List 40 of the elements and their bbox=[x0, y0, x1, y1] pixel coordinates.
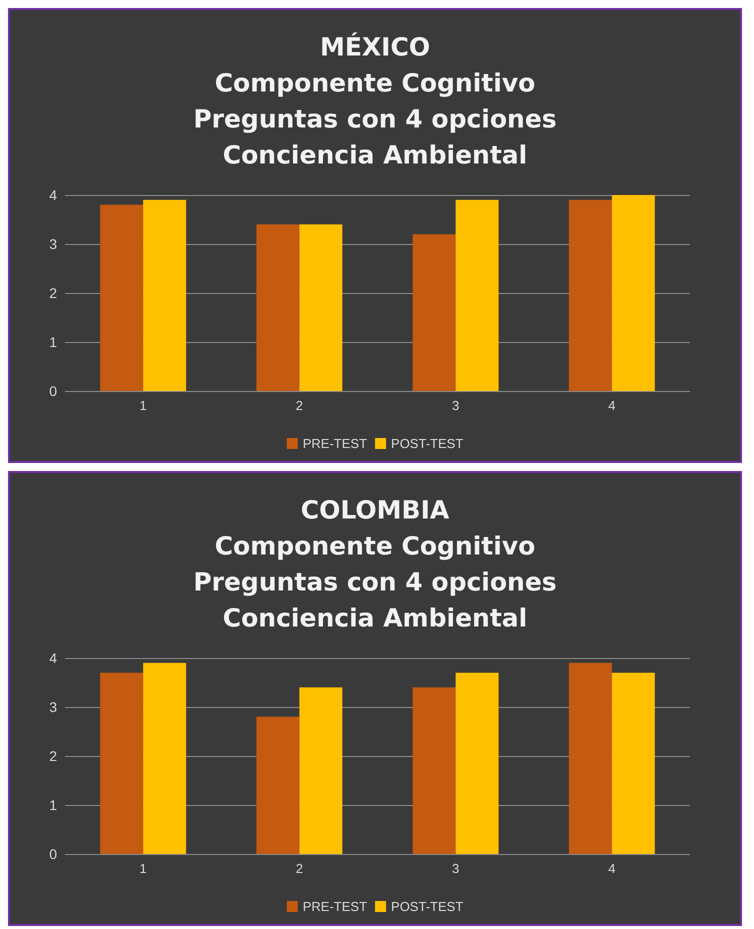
legend-label: PRE-TEST bbox=[302, 899, 368, 914]
chart-title: MÉXICO Componente Cognitivo Preguntas con 4 opciones Conciencia Ambiental bbox=[193, 32, 557, 170]
bar bbox=[612, 195, 655, 391]
bar bbox=[143, 200, 186, 391]
bar bbox=[299, 224, 342, 391]
bar bbox=[256, 224, 300, 391]
y-tick-label: 0 bbox=[49, 383, 58, 399]
x-tick-label: 2 bbox=[296, 861, 303, 876]
x-tick-label: 2 bbox=[296, 398, 303, 413]
y-tick-label: 4 bbox=[49, 650, 58, 666]
bar bbox=[412, 234, 456, 391]
legend-label: PRE-TEST bbox=[302, 436, 368, 451]
y-tick-label: 2 bbox=[49, 748, 58, 764]
bar bbox=[412, 687, 456, 854]
x-tick-label: 4 bbox=[608, 861, 616, 876]
bar bbox=[568, 200, 612, 391]
y-tick-label: 3 bbox=[49, 699, 58, 715]
y-tick-label: 0 bbox=[49, 846, 58, 862]
bar bbox=[612, 672, 655, 854]
bar bbox=[456, 200, 499, 391]
x-tick-label: 1 bbox=[140, 861, 147, 876]
y-tick-label: 2 bbox=[49, 285, 58, 301]
chart-title: COLOMBIA Componente Cognitivo Preguntas con 4 opciones Conciencia Ambiental bbox=[193, 496, 557, 632]
x-tick-label: 3 bbox=[452, 861, 460, 876]
bar bbox=[256, 716, 300, 854]
bar bbox=[100, 204, 144, 391]
bar bbox=[568, 662, 612, 854]
bar bbox=[299, 687, 342, 854]
y-tick-label: 1 bbox=[49, 797, 58, 813]
y-tick-label: 3 bbox=[49, 236, 58, 252]
legend-label: POST-TEST bbox=[391, 436, 464, 451]
bar bbox=[143, 662, 186, 854]
y-tick-label: 1 bbox=[49, 334, 58, 350]
x-tick-label: 4 bbox=[608, 398, 616, 413]
x-tick-label: 1 bbox=[140, 398, 147, 413]
legend-label: POST-TEST bbox=[391, 899, 464, 914]
bar bbox=[100, 672, 144, 854]
y-tick-label: 4 bbox=[49, 187, 58, 203]
x-tick-label: 3 bbox=[452, 398, 460, 413]
bar bbox=[456, 672, 499, 854]
